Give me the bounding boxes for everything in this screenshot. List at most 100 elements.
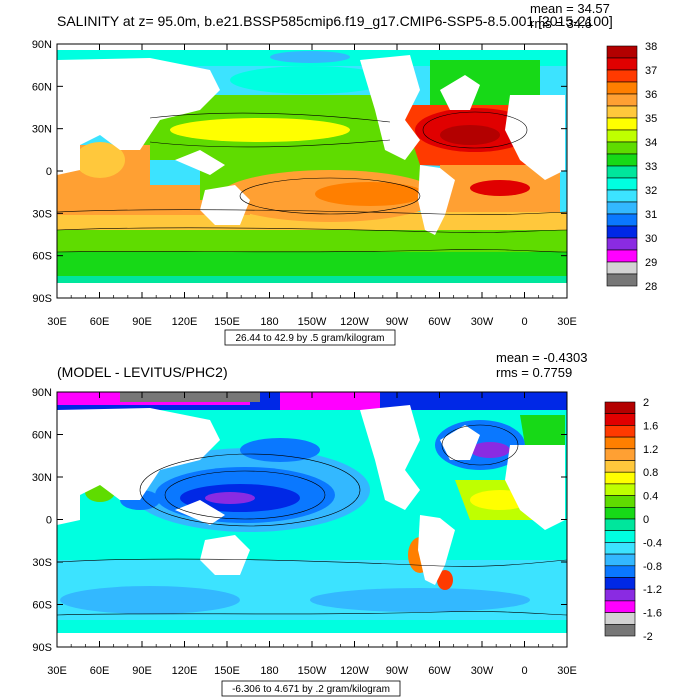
difference-range-label: -6.306 to 4.671 by .2 gram/kilogram <box>232 684 390 695</box>
difference-xtick-label: 90E <box>132 665 152 677</box>
salinity-ytick-label: 90N <box>32 39 52 51</box>
difference-xtick-label: 120E <box>172 665 198 677</box>
salinity-colorbar-swatch <box>606 273 638 287</box>
salinity-ytick-label: 60N <box>32 81 52 93</box>
difference-mean: mean = -0.4303 <box>496 350 587 365</box>
salinity-colorbar-label: 37 <box>645 65 657 77</box>
salinity-mean: mean = 34.57 <box>530 1 610 16</box>
difference-colorbar-swatch <box>604 448 636 461</box>
salinity-ytick-label: 0 <box>46 166 52 178</box>
salinity-colorbar-label: 29 <box>645 257 657 269</box>
salinity-colorbar-swatch <box>606 177 638 191</box>
difference-rms: rms = 0.7759 <box>496 365 572 380</box>
difference-title: (MODEL - LEVITUS/PHC2) <box>57 364 228 380</box>
difference-colorbar-label: -2 <box>643 631 653 643</box>
difference-colorbar-swatch <box>604 413 636 426</box>
salinity-title: SALINITY at z= 95.0m, b.e21.BSSP585cmip6… <box>57 13 613 29</box>
difference-colorbar-label: 0.4 <box>643 491 658 503</box>
difference-colorbar-swatch <box>604 425 636 438</box>
difference-colorbar-swatch <box>604 530 636 543</box>
salinity-xtick-label: 30E <box>557 316 577 328</box>
difference-colorbar-label: 0 <box>643 514 649 526</box>
difference-xtick-label: 30E <box>557 665 577 677</box>
salinity-ytick-label: 90S <box>32 293 52 305</box>
salinity-xtick-label: 90W <box>386 316 409 328</box>
difference-xtick-label: 30E <box>47 665 67 677</box>
difference-colorbar-swatch <box>604 506 636 520</box>
difference-colorbar-swatch <box>604 460 636 473</box>
salinity-colorbar-swatch <box>606 189 638 203</box>
difference-field <box>57 392 567 647</box>
salinity-ytick-label: 60S <box>32 251 52 263</box>
difference-xtick-label: 180 <box>260 665 278 677</box>
salinity-colorbar-label: 33 <box>645 161 657 173</box>
difference-ytick-label: 60S <box>32 600 52 612</box>
salinity-xtick-label: 0 <box>521 316 527 328</box>
difference-ytick-label: 0 <box>46 515 52 527</box>
difference-colorbar-label: 1.2 <box>643 444 658 456</box>
difference-ytick-label: 30S <box>32 557 52 569</box>
difference-ytick-label: 90N <box>32 387 52 399</box>
difference-colorbar-swatch <box>604 612 636 625</box>
salinity-panel: SALINITY at z= 95.0m, b.e21.BSSP585cmip6… <box>32 1 657 346</box>
difference-xtick-label: 0 <box>521 665 527 677</box>
salinity-colorbar-swatch <box>606 81 638 95</box>
difference-colorbar-label: 2 <box>643 397 649 409</box>
salinity-xtick-label: 180 <box>260 316 278 328</box>
salinity-colorbar-swatch <box>606 93 638 107</box>
salinity-field <box>57 44 567 298</box>
difference-panel: (MODEL - LEVITUS/PHC2) mean = -0.4303 rm… <box>32 350 662 697</box>
salinity-colorbar-swatch <box>606 117 638 131</box>
salinity-colorbar-swatch <box>606 153 638 167</box>
salinity-colorbar-swatch <box>606 45 638 59</box>
salinity-range-label: 26.44 to 42.9 by .5 gram/kilogram <box>236 333 385 344</box>
salinity-colorbar-swatch <box>606 105 638 119</box>
salinity-axes: 30E 60E 90E 120E 150E 180 150W 120W 90W 60W 30W 0 30… <box>32 39 577 328</box>
difference-colorbar-label: 0.8 <box>643 467 658 479</box>
salinity-ytick-label: 30N <box>32 124 52 136</box>
difference-colorbar-swatch <box>604 623 636 637</box>
salinity-colorbar-swatch <box>606 225 638 239</box>
salinity-colorbar-label: 35 <box>645 113 657 125</box>
difference-colorbar-label: -0.4 <box>643 537 662 549</box>
salinity-colorbar-swatch <box>606 165 638 179</box>
salinity-colorbar-swatch <box>606 213 638 227</box>
salinity-colorbar-swatch <box>606 141 638 155</box>
difference-colorbar-swatch <box>604 471 636 485</box>
salinity-colorbar-swatch <box>606 237 638 251</box>
difference-colorbar-swatch <box>604 483 636 496</box>
salinity-colorbar-swatch <box>606 57 638 71</box>
difference-xtick-label: 60E <box>90 665 110 677</box>
salinity-xtick-label: 60W <box>428 316 451 328</box>
difference-colorbar-swatch <box>604 600 636 613</box>
salinity-xtick-label: 120E <box>172 316 198 328</box>
salinity-xtick-label: 60E <box>90 316 110 328</box>
salinity-colorbar-swatch <box>606 249 638 263</box>
salinity-xtick-label: 150W <box>298 316 327 328</box>
salinity-colorbar-label: 32 <box>645 185 657 197</box>
salinity-range-box <box>224 329 396 346</box>
difference-xtick-label: 150E <box>214 665 240 677</box>
difference-colorbar-swatch <box>604 553 636 567</box>
salinity-colorbar-label: 34 <box>645 137 657 149</box>
salinity-colorbar-label: 31 <box>645 209 657 221</box>
difference-colorbar-label: -1.6 <box>643 608 662 620</box>
difference-ytick-label: 30N <box>32 472 52 484</box>
difference-colorbar-label: -1.2 <box>643 584 662 596</box>
salinity-colorbar-swatch <box>606 261 638 275</box>
difference-colorbar-label: 1.6 <box>643 420 658 432</box>
difference-xtick-label: 30W <box>471 665 494 677</box>
difference-colorbar-swatch <box>604 588 636 602</box>
difference-colorbar-swatch <box>604 518 636 531</box>
salinity-rms: rms = 34.6 <box>530 16 592 31</box>
difference-ytick-label: 60N <box>32 430 52 442</box>
difference-ytick-label: 90S <box>32 642 52 654</box>
difference-colorbar-swatch <box>604 495 636 508</box>
difference-colorbar-swatch <box>604 577 636 590</box>
difference-colorbar-swatch <box>604 401 636 414</box>
difference-range-box <box>221 680 401 697</box>
difference-colorbar-label: -0.8 <box>643 561 662 573</box>
salinity-colorbar-label: 30 <box>645 233 657 245</box>
difference-axes: 30E 60E 90E 120E 150E 180 150W 120W 90W 60W 30W 0 30… <box>32 387 577 677</box>
